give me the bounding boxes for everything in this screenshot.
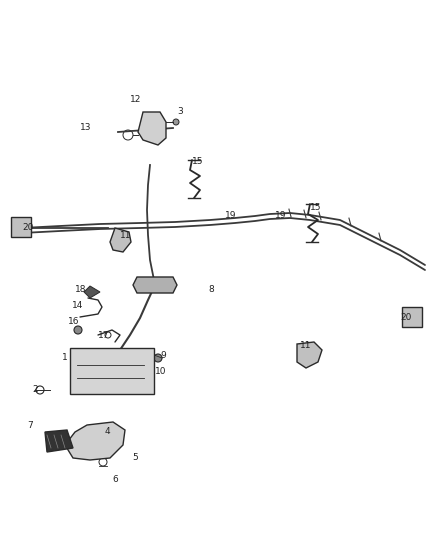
FancyBboxPatch shape <box>70 348 154 394</box>
Text: 2: 2 <box>32 385 38 394</box>
Text: 19: 19 <box>275 211 286 220</box>
Text: 7: 7 <box>27 421 33 430</box>
Circle shape <box>83 366 93 376</box>
Text: 5: 5 <box>132 454 138 463</box>
Text: 15: 15 <box>310 204 321 213</box>
Circle shape <box>100 440 106 445</box>
Polygon shape <box>65 422 125 460</box>
Circle shape <box>173 119 179 125</box>
Circle shape <box>154 354 162 362</box>
Text: 17: 17 <box>98 330 110 340</box>
Circle shape <box>74 326 82 334</box>
Polygon shape <box>45 430 73 452</box>
Text: 9: 9 <box>160 351 166 359</box>
FancyBboxPatch shape <box>11 217 31 237</box>
Text: 13: 13 <box>80 124 92 133</box>
FancyBboxPatch shape <box>402 307 422 327</box>
Text: 12: 12 <box>130 95 141 104</box>
Text: 1: 1 <box>62 353 68 362</box>
Text: 6: 6 <box>112 475 118 484</box>
Text: 15: 15 <box>192 157 204 166</box>
Text: 16: 16 <box>68 318 80 327</box>
Text: 8: 8 <box>208 286 214 295</box>
Text: 14: 14 <box>72 301 83 310</box>
Text: 19: 19 <box>225 211 237 220</box>
Polygon shape <box>110 228 131 252</box>
Text: 3: 3 <box>177 108 183 117</box>
Circle shape <box>125 366 135 376</box>
Polygon shape <box>297 342 322 368</box>
Text: 4: 4 <box>105 427 111 437</box>
Text: 18: 18 <box>75 286 86 295</box>
Text: 11: 11 <box>120 230 131 239</box>
Polygon shape <box>133 277 177 293</box>
Text: 20: 20 <box>22 223 33 232</box>
Text: 10: 10 <box>155 367 166 376</box>
Polygon shape <box>84 286 100 298</box>
Text: 11: 11 <box>300 341 311 350</box>
Text: 20: 20 <box>400 313 411 322</box>
Polygon shape <box>138 112 166 145</box>
Circle shape <box>97 436 109 448</box>
